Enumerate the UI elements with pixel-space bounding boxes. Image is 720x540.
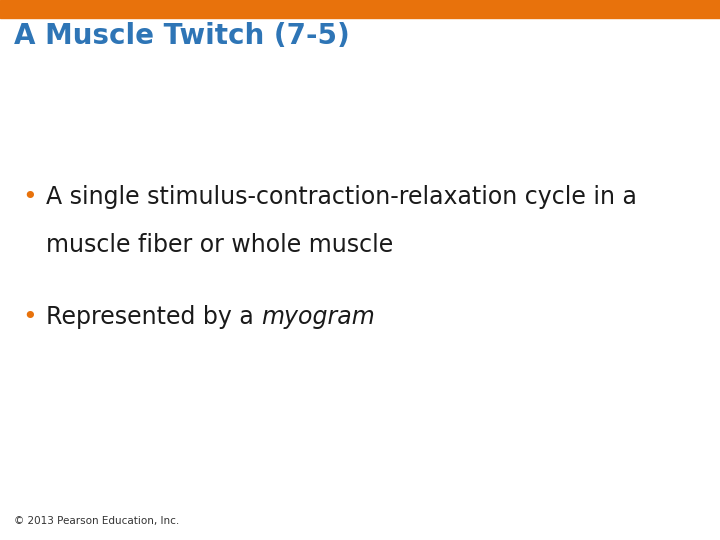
Text: © 2013 Pearson Education, Inc.: © 2013 Pearson Education, Inc. xyxy=(14,516,179,526)
Text: myogram: myogram xyxy=(261,305,375,329)
Text: •: • xyxy=(22,185,37,209)
Text: muscle fiber or whole muscle: muscle fiber or whole muscle xyxy=(46,233,393,257)
Text: •: • xyxy=(22,305,37,329)
Bar xyxy=(0,0,720,18)
Text: Represented by a: Represented by a xyxy=(46,305,261,329)
Text: A single stimulus-contraction-relaxation cycle in a: A single stimulus-contraction-relaxation… xyxy=(46,185,637,209)
Text: A Muscle Twitch (7-5): A Muscle Twitch (7-5) xyxy=(14,22,350,50)
